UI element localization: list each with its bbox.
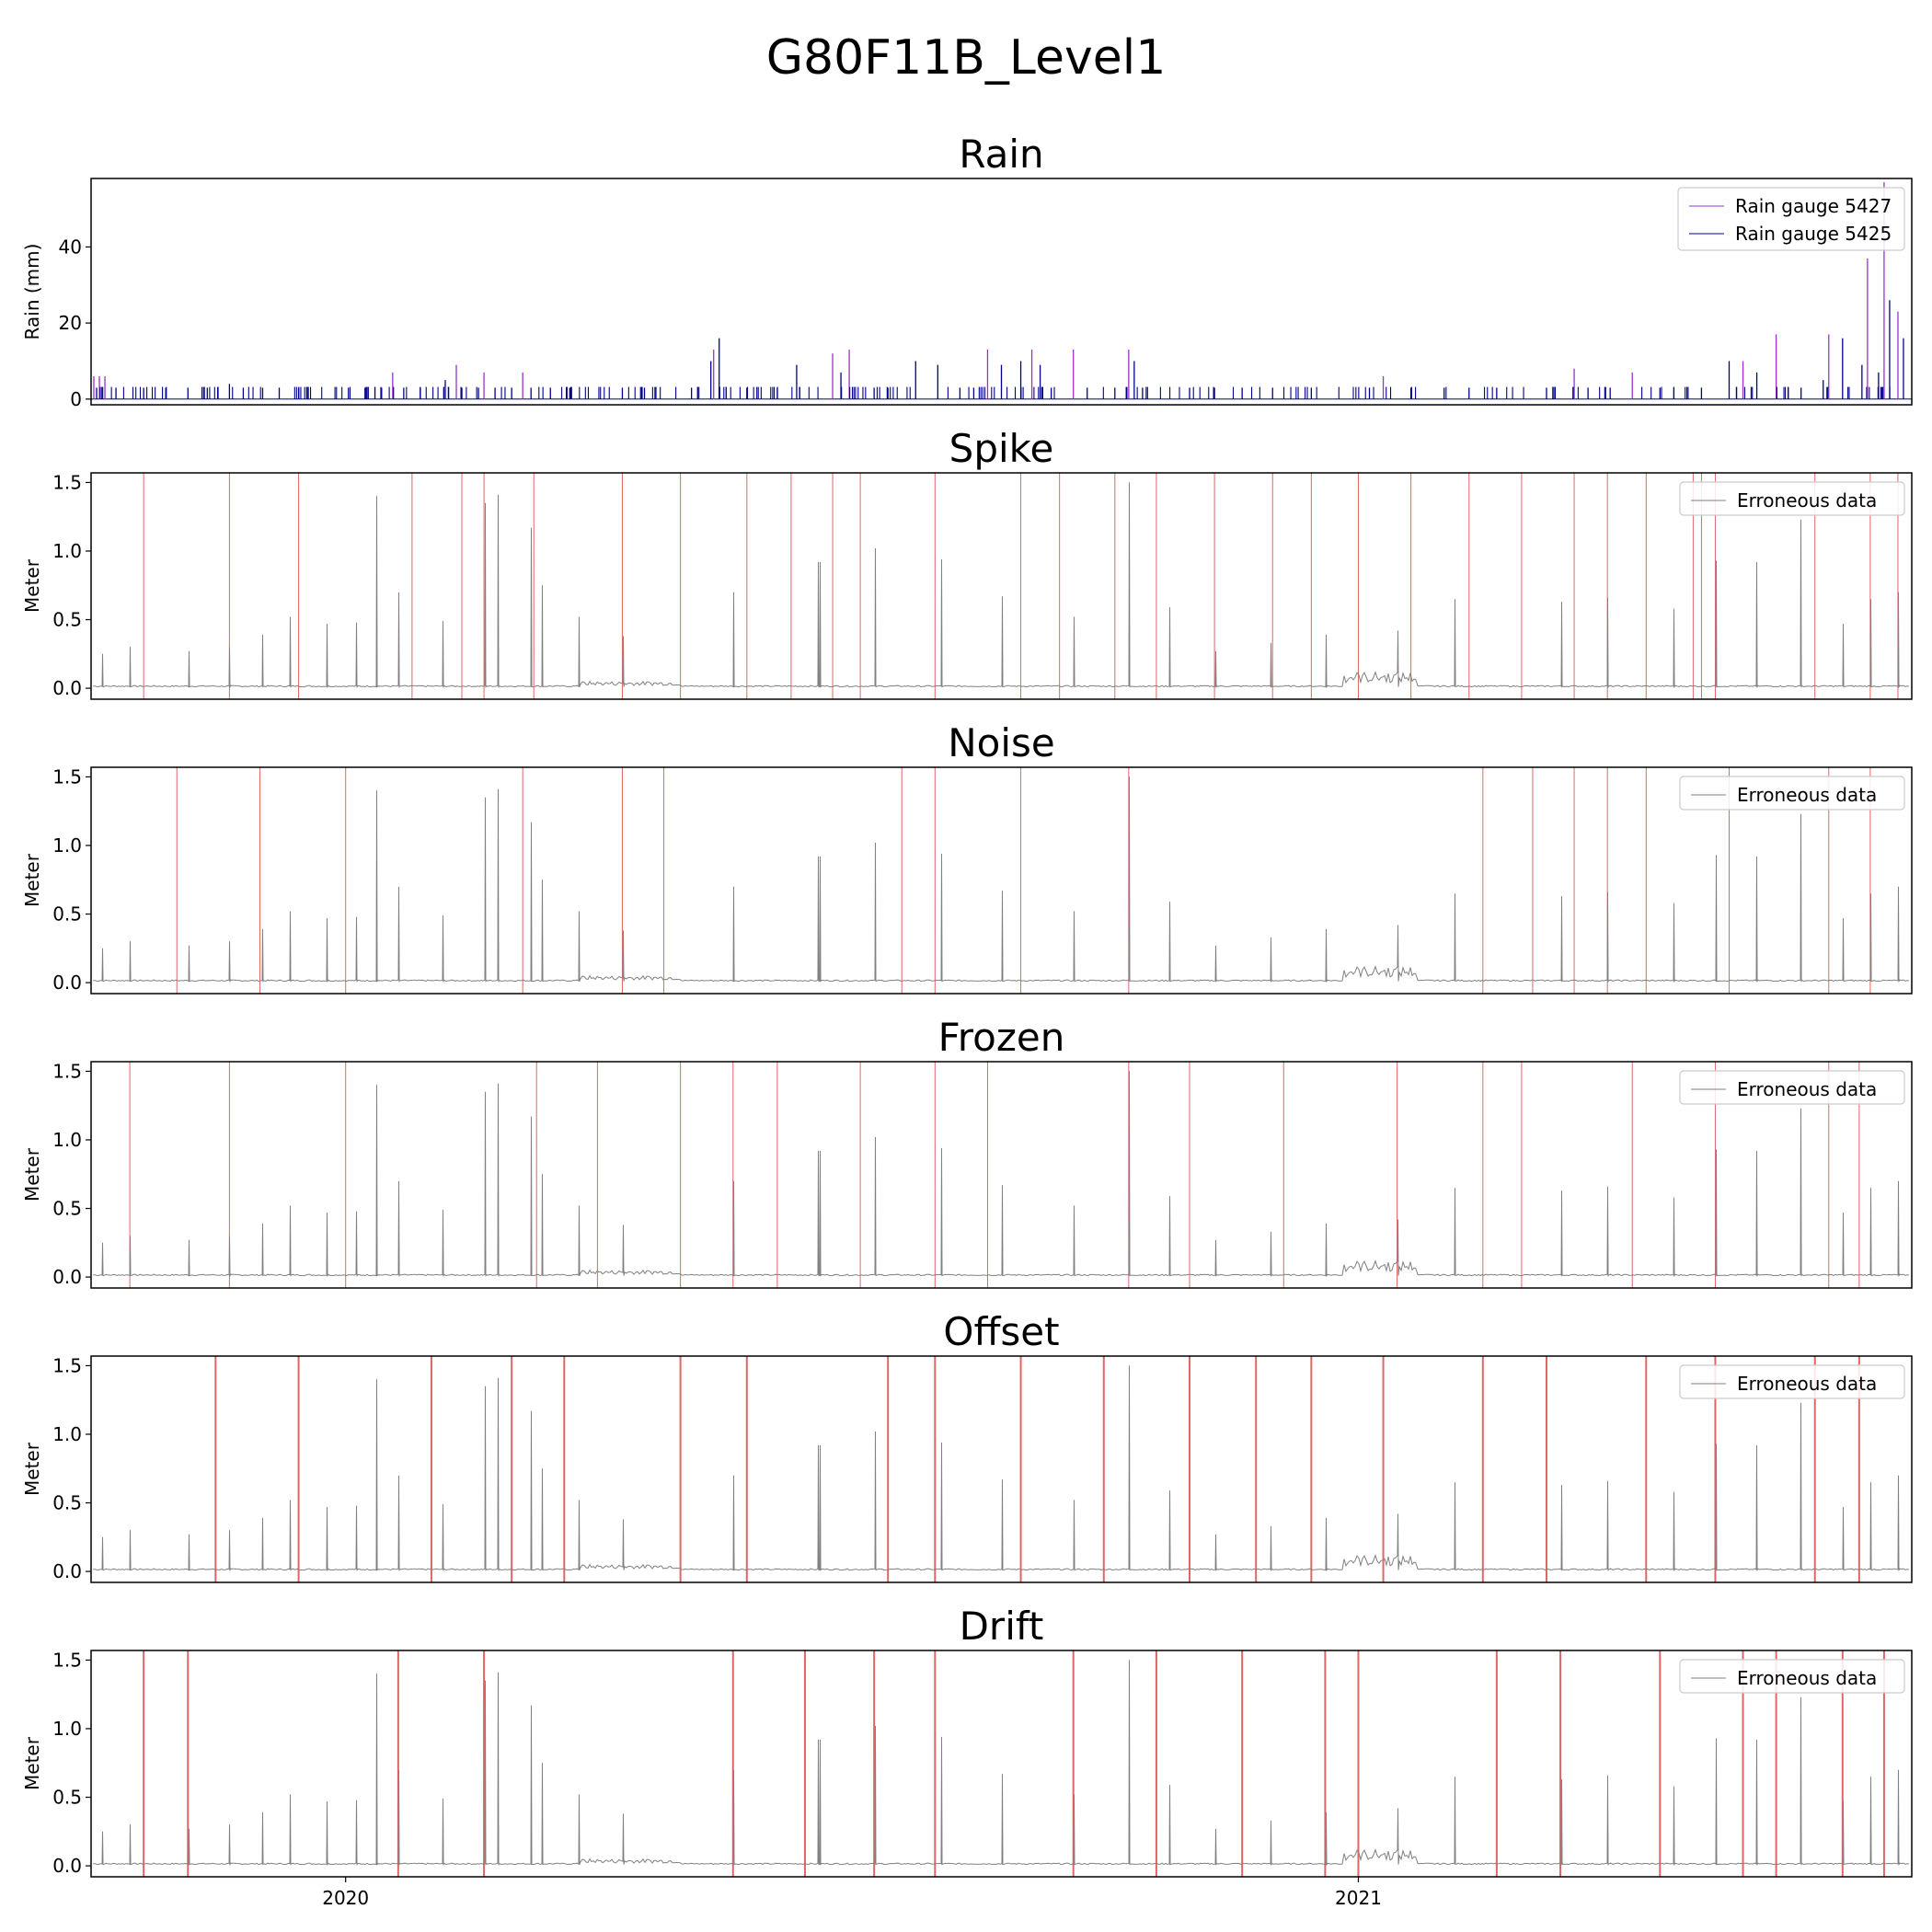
y-tick-label: 1.0 [52, 1423, 82, 1445]
legend-box [1679, 1659, 1905, 1694]
y-axis-label: Meter [21, 1147, 43, 1202]
plot-area [92, 1356, 1910, 1582]
x-tick-label: 2020 [322, 1887, 369, 1909]
legend-label: Rain gauge 5425 [1735, 223, 1892, 245]
error-markers [214, 1356, 1860, 1582]
panel-drift: Drift Meter 0.0 0.5 1.0 1.5 Erroneous data [21, 1604, 1913, 1878]
y-tick-label: 1.0 [52, 540, 82, 562]
axes-frame [90, 178, 1913, 406]
water-level-line [92, 776, 1910, 983]
figure-title: G80F11B_Level1 [766, 30, 1167, 86]
axes-frame [90, 472, 1913, 700]
y-tick-label: 1.5 [52, 765, 82, 788]
y-tick-label: 40 [59, 236, 82, 258]
legend-box [1679, 1364, 1905, 1399]
error-markers [176, 767, 1871, 994]
axes-frame [90, 1061, 1913, 1289]
water-level-line [92, 1071, 1910, 1278]
legend: Erroneous data [1679, 481, 1905, 516]
y-tick-label: 0 [70, 388, 82, 410]
legend-box [1679, 481, 1905, 516]
panel-title: Spike [949, 426, 1054, 471]
legend-box [1677, 187, 1905, 251]
rain-dense [99, 386, 1891, 399]
axes-frame [90, 1650, 1913, 1878]
y-tick-label: 0.5 [52, 1787, 82, 1809]
water-level-line [92, 1365, 1910, 1572]
plot-area [92, 767, 1910, 994]
y-tick-label: 0.5 [52, 903, 82, 926]
y-tick-label: 1.0 [52, 834, 82, 857]
legend-label: Erroneous data [1737, 1078, 1877, 1100]
y-tick-label: 1.5 [52, 1060, 82, 1082]
panel-offset: Offset Meter 0.0 0.5 1.0 1.5 Erroneous data [21, 1309, 1913, 1583]
series-rain-0 [93, 182, 1899, 399]
legend-label: Erroneous data [1737, 1373, 1877, 1395]
water-level-line [92, 1660, 1910, 1867]
y-axis-label: Rain (mm) [21, 244, 43, 340]
panel-noise: Noise Meter 0.0 0.5 1.0 1.5 Erroneous data [21, 720, 1913, 995]
y-axis-label: Meter [21, 1442, 43, 1496]
y-tick-label: 1.5 [52, 471, 82, 493]
y-tick-label: 0.5 [52, 1492, 82, 1514]
y-tick-label: 0.0 [52, 1560, 82, 1582]
legend-label: Rain gauge 5427 [1735, 195, 1892, 217]
y-tick-label: 0.0 [52, 972, 82, 994]
y-tick-label: 0.5 [52, 1198, 82, 1220]
x-tick-label: 2021 [1335, 1887, 1382, 1909]
panel-title: Drift [960, 1604, 1044, 1649]
legend: Erroneous data [1679, 1364, 1905, 1399]
legend-box [1679, 776, 1905, 811]
y-tick-label: 1.5 [52, 1649, 82, 1671]
plot-area [91, 182, 1912, 400]
y-tick-label: 0.0 [52, 1266, 82, 1288]
legend-label: Erroneous data [1737, 1667, 1877, 1689]
legend: Erroneous data [1679, 1070, 1905, 1105]
panel-title: Offset [943, 1309, 1059, 1354]
axes-frame [90, 1355, 1913, 1583]
legend-label: Erroneous data [1737, 784, 1877, 806]
y-tick-label: 20 [59, 312, 82, 334]
legend-box [1679, 1070, 1905, 1105]
y-tick-label: 0.0 [52, 1855, 82, 1877]
panel-title: Frozen [938, 1015, 1065, 1060]
y-axis-label: Meter [21, 1736, 43, 1790]
y-tick-label: 0.5 [52, 609, 82, 631]
legend: Rain gauge 5427 Rain gauge 5425 [1677, 187, 1905, 251]
y-tick-label: 0.0 [52, 677, 82, 699]
legend: Erroneous data [1679, 1659, 1905, 1694]
y-tick-label: 1.0 [52, 1718, 82, 1740]
y-axis-label: Meter [21, 558, 43, 613]
panel-title: Rain [959, 132, 1043, 177]
plot-area [92, 1062, 1910, 1288]
panel-spike: Spike Meter 0.0 0.5 1.0 1.5 Erroneous data [21, 426, 1913, 700]
panel-frozen: Frozen Meter 0.0 0.5 1.0 1.5 Erroneous data [21, 1015, 1913, 1289]
legend-label: Erroneous data [1737, 489, 1877, 512]
water-level-line [92, 482, 1910, 689]
y-tick-label: 1.0 [52, 1129, 82, 1151]
panel-title: Noise [948, 720, 1055, 765]
y-axis-label: Meter [21, 853, 43, 907]
legend: Erroneous data [1679, 776, 1905, 811]
y-tick-label: 1.5 [52, 1354, 82, 1376]
axes-frame [90, 766, 1913, 995]
